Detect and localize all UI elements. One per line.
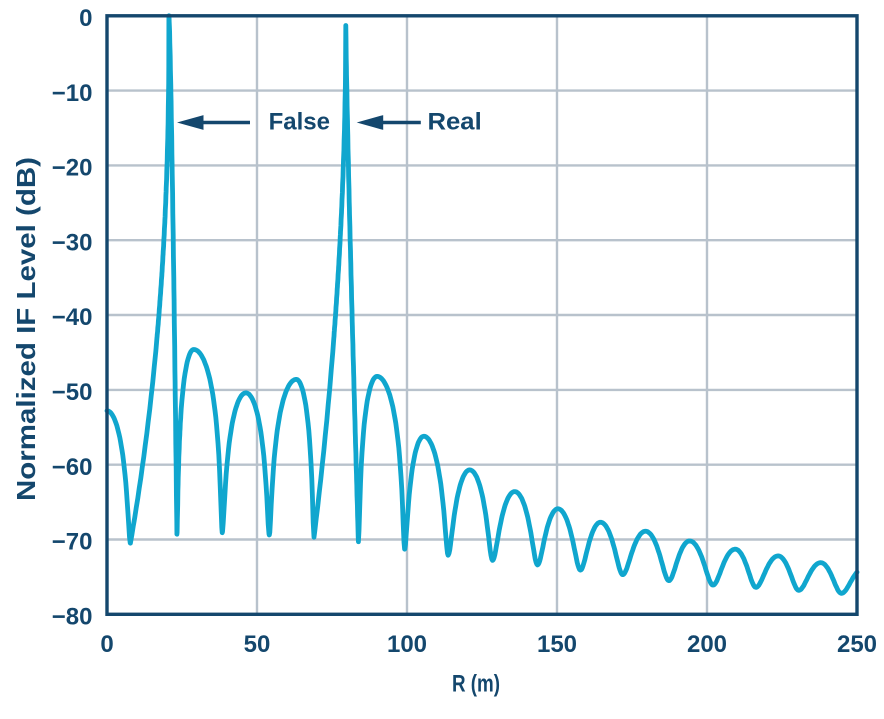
svg-text:−70: −70 bbox=[52, 529, 93, 556]
svg-text:R (m): R (m) bbox=[452, 671, 500, 698]
svg-text:−60: −60 bbox=[52, 454, 93, 481]
svg-text:−10: −10 bbox=[52, 80, 93, 107]
svg-text:100: 100 bbox=[387, 631, 427, 658]
svg-text:0: 0 bbox=[79, 5, 92, 32]
svg-text:Normalized IF Level (dB): Normalized IF Level (dB) bbox=[11, 157, 41, 501]
svg-text:0: 0 bbox=[100, 631, 113, 658]
svg-text:−20: −20 bbox=[52, 155, 93, 182]
svg-text:250: 250 bbox=[837, 631, 877, 658]
svg-text:−80: −80 bbox=[52, 604, 93, 631]
svg-text:−30: −30 bbox=[52, 229, 93, 256]
svg-text:Real: Real bbox=[428, 108, 482, 135]
svg-text:200: 200 bbox=[687, 631, 727, 658]
svg-text:150: 150 bbox=[537, 631, 577, 658]
svg-text:−50: −50 bbox=[52, 379, 93, 406]
svg-text:50: 50 bbox=[244, 631, 271, 658]
svg-text:False: False bbox=[269, 108, 330, 135]
svg-text:−40: −40 bbox=[52, 304, 93, 331]
